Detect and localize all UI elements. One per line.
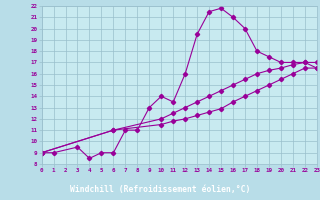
Text: Windchill (Refroidissement éolien,°C): Windchill (Refroidissement éolien,°C) (70, 185, 250, 194)
